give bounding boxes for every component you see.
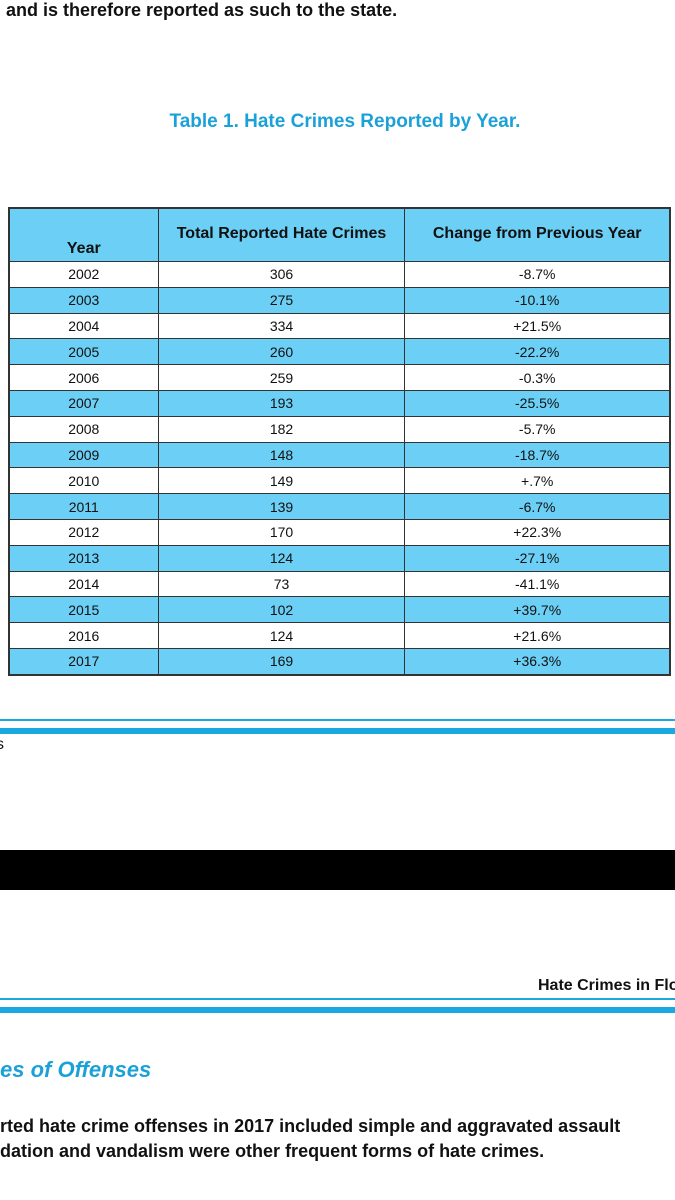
paragraph-line: rted hate crime offenses in 2017 include… xyxy=(0,1116,621,1136)
table-cell: 139 xyxy=(157,493,406,520)
table-cell: 124 xyxy=(157,544,406,572)
table-cell: +39.7% xyxy=(404,596,671,624)
table-row: 2011 139 -6.7% xyxy=(8,493,671,520)
table-cell: 2017 xyxy=(8,647,159,676)
paragraph-line: dation and vandalism were other frequent… xyxy=(0,1141,545,1161)
header-cell: Change from Previous Year xyxy=(404,207,671,262)
table-cell: 260 xyxy=(157,338,406,366)
header-row: Year Total Reported Hate Crimes Change fro… xyxy=(8,207,671,262)
table-cell: 170 xyxy=(157,518,406,546)
table: Year Total Reported Hate Crimes Change fro… xyxy=(8,207,671,676)
table-cell: -8.7% xyxy=(404,261,671,288)
table-cell: -41.1% xyxy=(404,570,671,598)
table-cell: 193 xyxy=(157,389,406,417)
table-cell: 275 xyxy=(157,286,406,314)
table-cell: 2007 xyxy=(8,389,159,417)
table-cell: -10.1% xyxy=(404,286,671,314)
table-cell: 102 xyxy=(157,596,406,624)
table-cell: 124 xyxy=(157,622,406,649)
table-cell: +21.6% xyxy=(404,622,671,649)
table-row: 2014 73 -41.1% xyxy=(8,570,671,598)
table-cell: 149 xyxy=(157,467,406,495)
text-fragment: s xyxy=(0,736,4,753)
rule xyxy=(0,728,675,734)
table-cell: -25.5% xyxy=(404,389,671,417)
rule xyxy=(0,998,675,1000)
table-row: 2013 124 -27.1% xyxy=(8,544,671,572)
table-row: 2008 182 -5.7% xyxy=(8,415,671,443)
table-cell: 2013 xyxy=(8,544,159,572)
table-cell: 2014 xyxy=(8,570,159,598)
table-cell: 169 xyxy=(157,647,406,676)
table-cell: -6.7% xyxy=(404,493,671,520)
table-cell: 2016 xyxy=(8,622,159,649)
table-cell: 182 xyxy=(157,415,406,443)
table-cell: +22.3% xyxy=(404,518,671,546)
table-cell: 2011 xyxy=(8,493,159,520)
rule xyxy=(0,1007,675,1013)
table-cell: -22.2% xyxy=(404,338,671,366)
intro-text: and is therefore reported as such to the… xyxy=(6,0,398,20)
table-cell: 334 xyxy=(157,312,406,340)
running-header: Hate Crimes in Flor xyxy=(538,977,675,994)
rule xyxy=(0,719,675,721)
table-cell: 2002 xyxy=(8,261,159,288)
table-row: 2004 334 +21.5% xyxy=(8,312,671,340)
table-body: 2002 306 -8.7% 2003 275 -10.1% 2004 334 +21.5% 20… xyxy=(8,261,671,676)
table-cell: 259 xyxy=(157,364,406,391)
table-row: 2005 260 -22.2% xyxy=(8,338,671,366)
table-row: 2002 306 -8.7% xyxy=(8,261,671,288)
table-row: 2016 124 +21.6% xyxy=(8,622,671,649)
table-cell: -0.3% xyxy=(404,364,671,391)
table-row: 2007 193 -25.5% xyxy=(8,389,671,417)
table-cell: +21.5% xyxy=(404,312,671,340)
table-cell: 306 xyxy=(157,261,406,288)
table-title: Table 1. Hate Crimes Reported by Year. xyxy=(169,111,521,132)
section-title: es of Offenses xyxy=(0,1057,152,1082)
table-cell: 2003 xyxy=(8,286,159,314)
table-cell: 2010 xyxy=(8,467,159,495)
table-cell: 2008 xyxy=(8,415,159,443)
table-cell: -18.7% xyxy=(404,441,671,469)
table-cell: -5.7% xyxy=(404,415,671,443)
table-cell: 148 xyxy=(157,441,406,469)
header-cell: Year xyxy=(8,207,159,262)
table-cell: -27.1% xyxy=(404,544,671,572)
table-cell: 2005 xyxy=(8,338,159,366)
table-cell: +36.3% xyxy=(404,647,671,676)
table-row: 2003 275 -10.1% xyxy=(8,286,671,314)
table-cell: 2015 xyxy=(8,596,159,624)
table-row: 2009 148 -18.7% xyxy=(8,441,671,469)
table-cell: 2012 xyxy=(8,518,159,546)
table-cell: +.7% xyxy=(404,467,671,495)
table-cell: 2004 xyxy=(8,312,159,340)
table-row: 2017 169 +36.3% xyxy=(8,647,671,676)
black-bar xyxy=(0,850,675,890)
table-row: 2012 170 +22.3% xyxy=(8,518,671,546)
table-row: 2006 259 -0.3% xyxy=(8,364,671,391)
table-cell: 2006 xyxy=(8,364,159,391)
table-row: 2010 149 +.7% xyxy=(8,467,671,495)
table-cell: 2009 xyxy=(8,441,159,469)
table-cell: 73 xyxy=(157,570,406,598)
header-cell: Total Reported Hate Crimes xyxy=(157,207,406,262)
table-row: 2015 102 +39.7% xyxy=(8,596,671,624)
